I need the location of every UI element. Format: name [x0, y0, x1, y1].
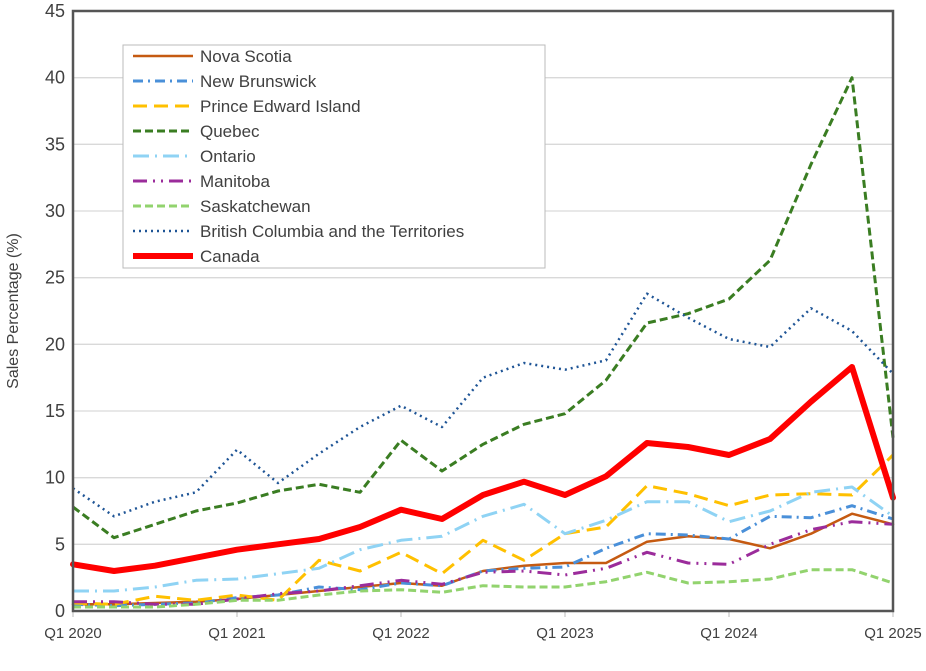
series-line-ontario: [73, 485, 894, 593]
y-tick-label: 25: [45, 268, 65, 288]
y-tick-label: 15: [45, 401, 65, 421]
series-lines: [70, 76, 896, 609]
legend-label-prince-edward-island: Prince Edward Island: [200, 97, 361, 116]
y-tick-label: 30: [45, 201, 65, 221]
y-tick-label: 45: [45, 1, 65, 21]
x-tick-label: Q1 2025: [864, 625, 922, 642]
legend-label-canada: Canada: [200, 247, 260, 266]
series-line-manitoba: [73, 520, 894, 606]
x-tick-label: Q1 2022: [372, 625, 430, 642]
legend-label-new-brunswick: New Brunswick: [200, 72, 317, 91]
y-tick-label: 5: [55, 534, 65, 554]
series-line-quebec: [72, 76, 895, 540]
legend-label-quebec: Quebec: [200, 122, 260, 141]
series-line-canada: [70, 364, 896, 574]
series-line-british-columbia-and-the-territories: [72, 292, 894, 518]
y-tick-label: 0: [55, 601, 65, 621]
legend-label-british-columbia-and-the-territories: British Columbia and the Territories: [200, 222, 464, 241]
y-axis-label: Sales Percentage (%): [5, 233, 22, 389]
x-tick-label: Q1 2024: [700, 625, 758, 642]
x-axis-ticks: Q1 2020 Q1 2021 Q1 2022 Q1 2023 Q1 2024 Q1 20…: [44, 611, 922, 642]
legend-label-manitoba: Manitoba: [200, 172, 270, 191]
legend-label-ontario: Ontario: [200, 147, 256, 166]
y-tick-label: 20: [45, 334, 65, 354]
legend-label-nova-scotia: Nova Scotia: [200, 47, 292, 66]
legend-box: [122, 44, 546, 269]
series-line-saskatchewan: [73, 568, 894, 609]
plot-frame: [71, 9, 895, 613]
x-tick-label: Q1 2021: [208, 625, 266, 642]
series-line-prince-edward-island: [72, 453, 895, 606]
legend-label-saskatchewan: Saskatchewan: [200, 197, 311, 216]
x-tick-label: Q1 2020: [44, 625, 102, 642]
legend: Nova Scotia New Brunswick Prince Edward Is…: [122, 44, 546, 269]
y-tick-label: 10: [45, 468, 65, 488]
y-axis-ticks: 0 5 10 15 20 25 30 35 40 45: [45, 1, 65, 621]
x-tick-label: Q1 2023: [536, 625, 594, 642]
y-tick-label: 40: [45, 68, 65, 88]
y-tick-label: 35: [45, 134, 65, 154]
